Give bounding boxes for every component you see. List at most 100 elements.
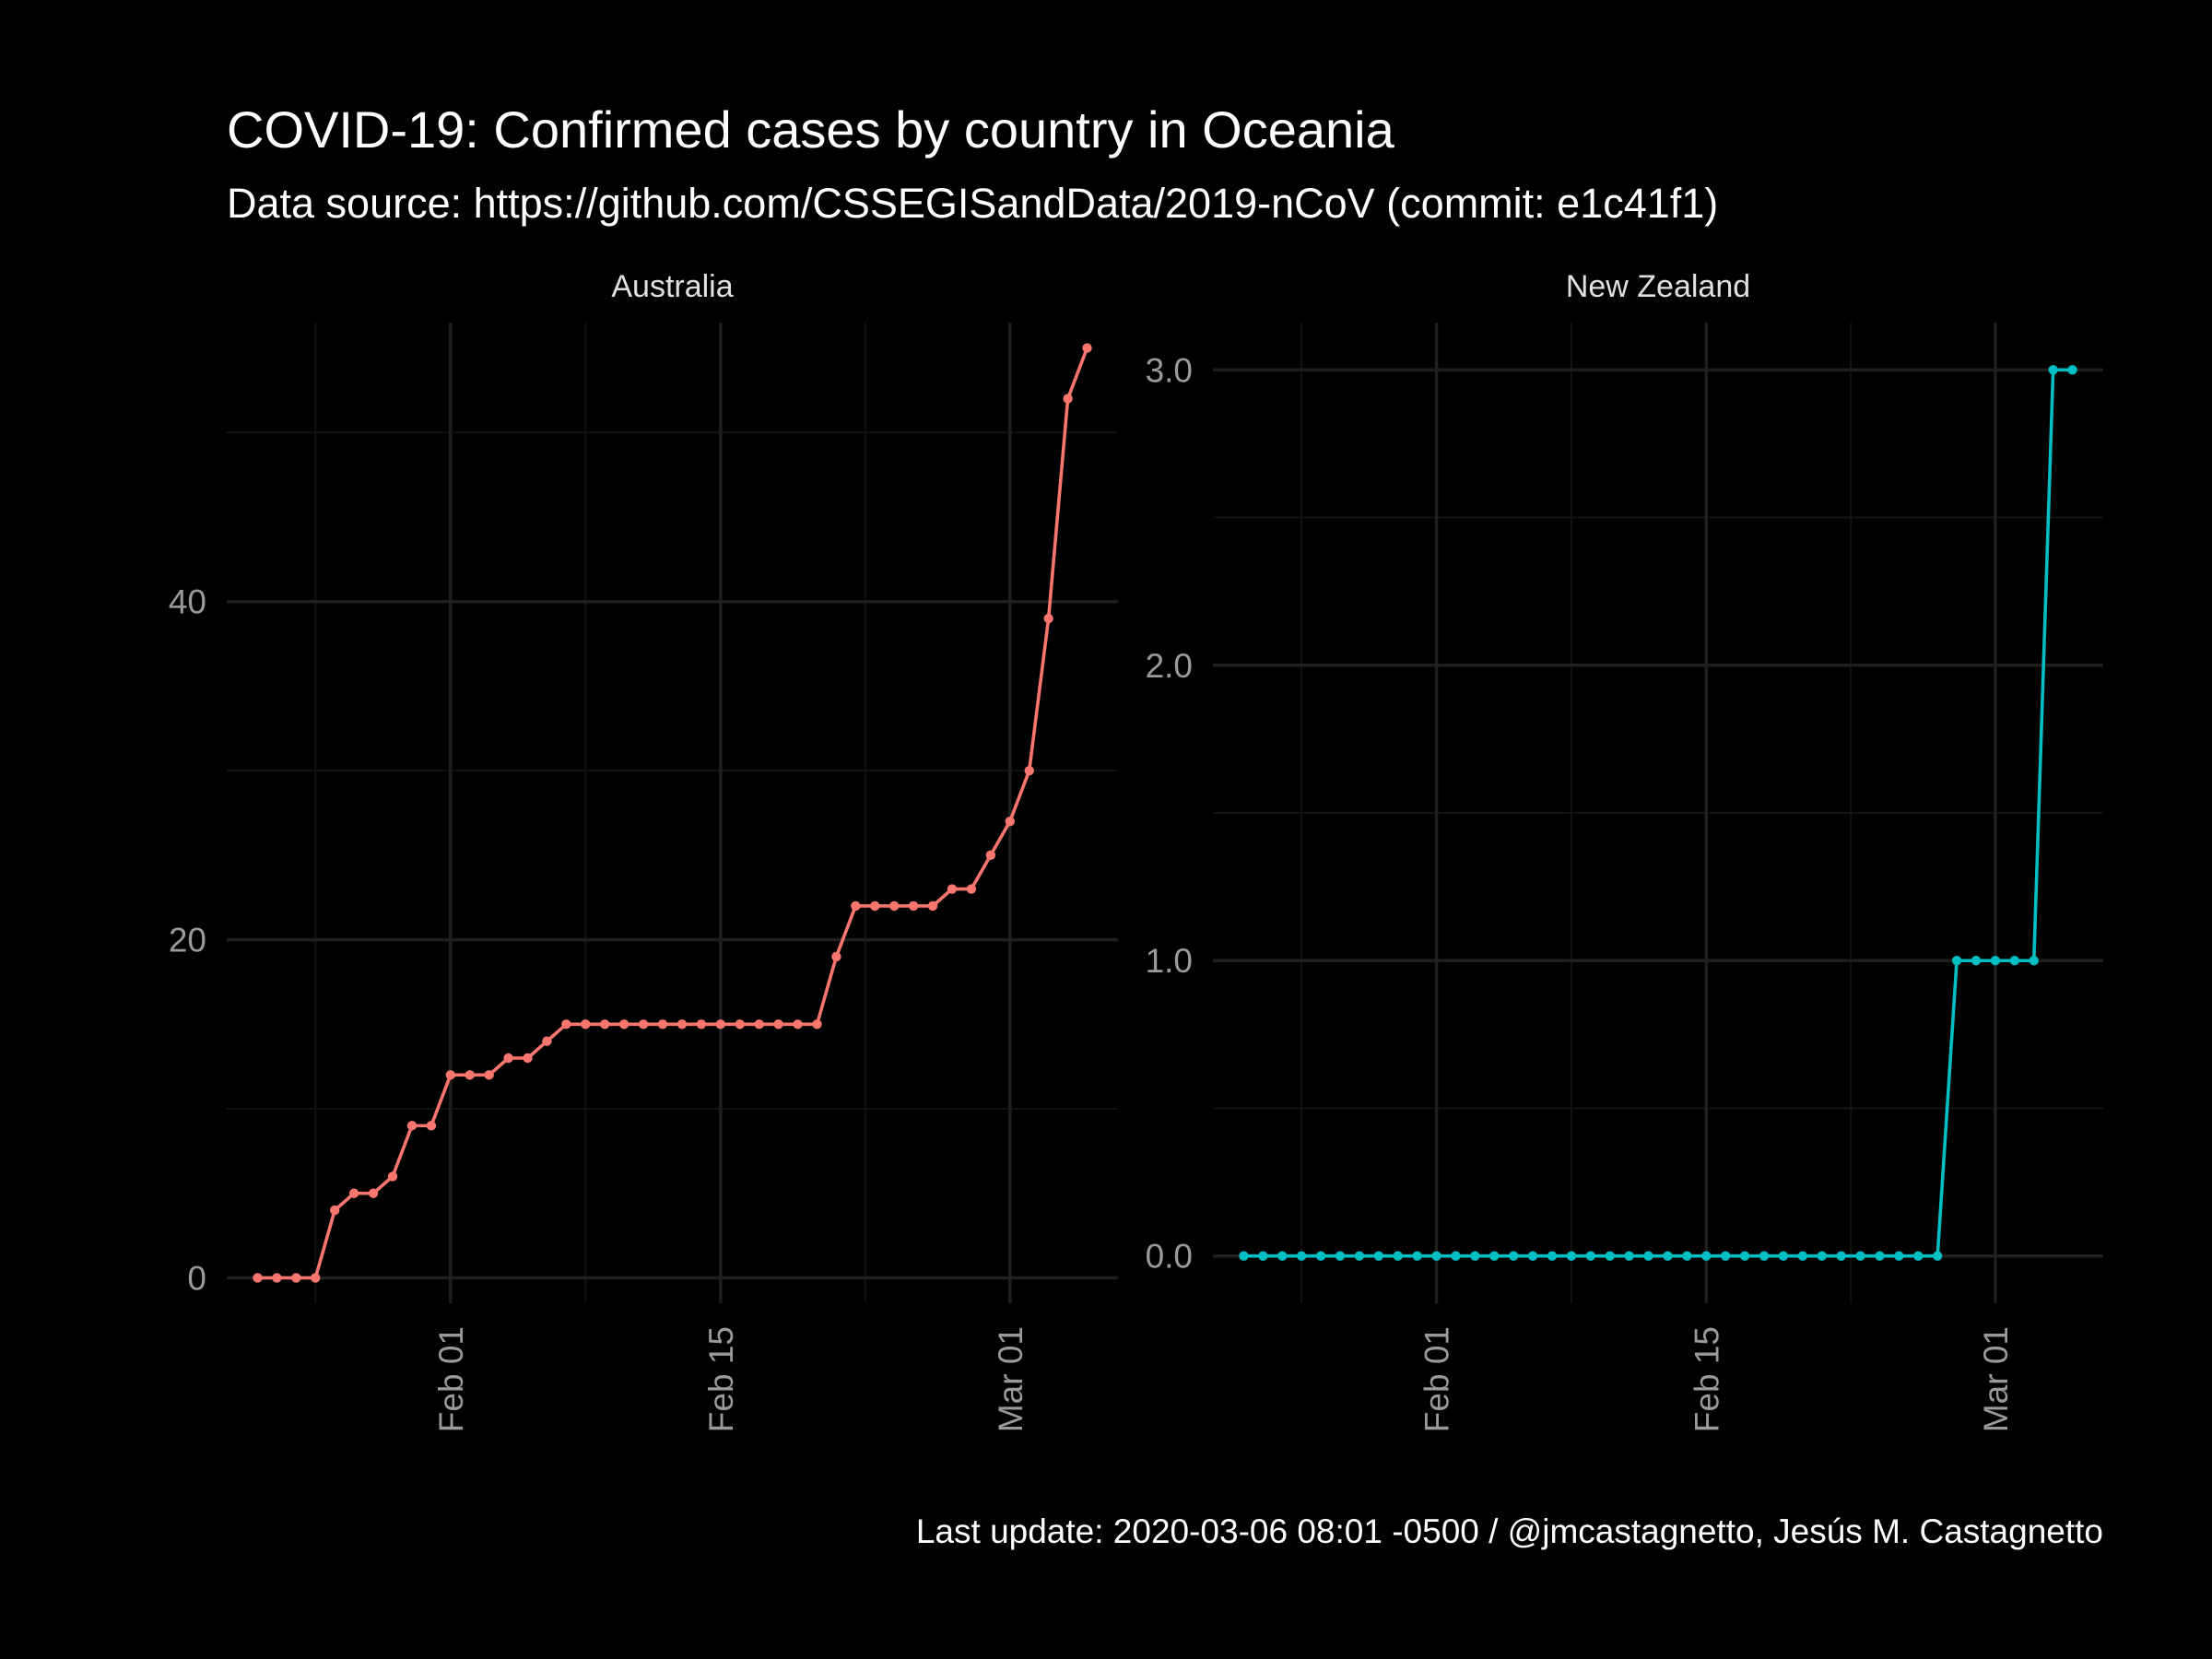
new-zealand-data-point xyxy=(1258,1251,1268,1261)
australia-data-point xyxy=(561,1019,571,1030)
australia-data-point xyxy=(311,1273,321,1283)
new-zealand-data-point xyxy=(1951,956,1962,966)
australia-data-point xyxy=(465,1070,475,1080)
australia-data-point xyxy=(1082,343,1092,353)
new-zealand-data-point xyxy=(1335,1251,1346,1261)
new-zealand-data-point xyxy=(1296,1251,1307,1261)
australia-data-point xyxy=(657,1019,668,1030)
australia-data-point xyxy=(484,1070,494,1080)
new-zealand-x-tick-label-0: Feb 01 xyxy=(1418,1326,1456,1432)
new-zealand-data-point xyxy=(1720,1251,1731,1261)
australia-data-point xyxy=(445,1070,455,1080)
new-zealand-data-point xyxy=(1412,1251,1422,1261)
new-zealand-data-point xyxy=(1508,1251,1519,1261)
australia-data-point xyxy=(754,1019,764,1030)
new-zealand-data-point xyxy=(1239,1251,1249,1261)
new-zealand-data-point xyxy=(1797,1251,1808,1261)
australia-data-point xyxy=(330,1205,340,1216)
australia-x-tick-label-2: Mar 01 xyxy=(992,1326,1030,1432)
new-zealand-data-point xyxy=(2048,365,2058,375)
australia-data-point xyxy=(870,900,880,912)
new-zealand-data-point xyxy=(1643,1251,1653,1261)
australia-data-point xyxy=(406,1121,418,1131)
new-zealand-data-point xyxy=(1585,1251,1596,1261)
new-zealand-data-point xyxy=(2029,956,2039,966)
australia-data-point xyxy=(618,1019,629,1030)
new-zealand-data-point xyxy=(1315,1251,1326,1261)
new-zealand-data-point xyxy=(1759,1251,1770,1261)
australia-data-point xyxy=(831,951,841,962)
australia-data-point xyxy=(600,1019,610,1030)
new-zealand-data-point xyxy=(1875,1251,1885,1261)
australia-strip-label: Australia xyxy=(611,269,733,304)
australia-data-point xyxy=(908,900,919,912)
australia-data-point xyxy=(715,1019,726,1030)
new-zealand-y-tick-label-2: 2.0 xyxy=(1146,647,1193,685)
new-zealand-data-point xyxy=(2009,956,2020,966)
australia-data-point xyxy=(387,1171,398,1182)
new-zealand-data-point xyxy=(1817,1251,1827,1261)
australia-data-point xyxy=(947,884,958,894)
new-zealand-data-point xyxy=(1451,1251,1461,1261)
australia-y-tick-label-0: 0 xyxy=(187,1259,206,1297)
new-zealand-data-point xyxy=(1431,1251,1441,1261)
new-zealand-data-point xyxy=(1663,1251,1673,1261)
chart-caption: Last update: 2020-03-06 08:01 -0500 / @j… xyxy=(916,1512,2103,1550)
australia-data-point xyxy=(1024,765,1034,776)
australia-data-point xyxy=(1063,394,1073,404)
australia-data-point xyxy=(889,900,900,912)
australia-y-tick-label-1: 20 xyxy=(169,922,206,959)
australia-data-point xyxy=(638,1019,649,1030)
new-zealand-data-point xyxy=(1971,956,1982,966)
new-zealand-data-point xyxy=(1566,1251,1577,1261)
chart-subtitle: Data source: https://github.com/CSSEGISa… xyxy=(227,180,1718,227)
australia-x-tick-label-1: Feb 15 xyxy=(702,1326,740,1432)
new-zealand-y-tick-label-3: 3.0 xyxy=(1146,351,1193,389)
australia-data-point xyxy=(677,1019,688,1030)
australia-y-tick-label-2: 40 xyxy=(169,583,206,621)
australia-data-point xyxy=(426,1121,437,1131)
new-zealand-data-point xyxy=(1373,1251,1384,1261)
panel-1: Feb 01 Feb 15 Mar 01 0.0 1.0 2.0 3.0 New Zealan… xyxy=(1146,269,2103,1432)
new-zealand-x-tick-label-1: Feb 15 xyxy=(1688,1326,1725,1432)
new-zealand-y-tick-label-0: 0.0 xyxy=(1146,1238,1193,1276)
new-zealand-y-tick-label-1: 1.0 xyxy=(1146,942,1193,980)
australia-data-point xyxy=(773,1019,783,1030)
new-zealand-data-point xyxy=(1277,1251,1288,1261)
new-zealand-data-point xyxy=(1855,1251,1865,1261)
australia-data-point xyxy=(793,1019,803,1030)
new-zealand-x-tick-label-2: Mar 01 xyxy=(1977,1326,2015,1432)
australia-data-point xyxy=(523,1053,533,1064)
new-zealand-data-point xyxy=(1701,1251,1712,1261)
panel-0: Feb 01 Feb 15 Mar 01 0 20 40 Australia xyxy=(169,269,1118,1432)
australia-data-point xyxy=(272,1273,282,1283)
australia-data-point xyxy=(812,1019,822,1030)
australia-data-point xyxy=(291,1273,301,1283)
new-zealand-data-point xyxy=(1778,1251,1789,1261)
chart-title: COVID-19: Confirmed cases by country in … xyxy=(227,100,1395,159)
australia-data-point xyxy=(696,1019,707,1030)
new-zealand-data-point xyxy=(1527,1251,1538,1261)
australia-data-point xyxy=(348,1188,359,1198)
australia-data-point xyxy=(368,1188,379,1198)
australia-data-point xyxy=(1043,613,1053,624)
new-zealand-data-point xyxy=(1605,1251,1615,1261)
australia-x-tick-label-0: Feb 01 xyxy=(432,1326,470,1432)
new-zealand-data-point xyxy=(1932,1251,1943,1261)
new-zealand-strip-label: New Zealand xyxy=(1566,269,1750,304)
new-zealand-data-point xyxy=(1913,1251,1924,1261)
australia-data-point xyxy=(581,1019,591,1030)
australia-data-point xyxy=(1005,816,1015,827)
new-zealand-data-point xyxy=(1836,1251,1846,1261)
new-zealand-data-point xyxy=(1990,956,2001,966)
new-zealand-data-point xyxy=(1624,1251,1634,1261)
new-zealand-data-point xyxy=(1682,1251,1692,1261)
new-zealand-data-point xyxy=(1470,1251,1480,1261)
australia-data-point xyxy=(735,1019,745,1030)
new-zealand-data-point xyxy=(1894,1251,1904,1261)
new-zealand-data-point xyxy=(1354,1251,1365,1261)
new-zealand-data-point xyxy=(1739,1251,1750,1261)
australia-data-point xyxy=(966,884,977,894)
